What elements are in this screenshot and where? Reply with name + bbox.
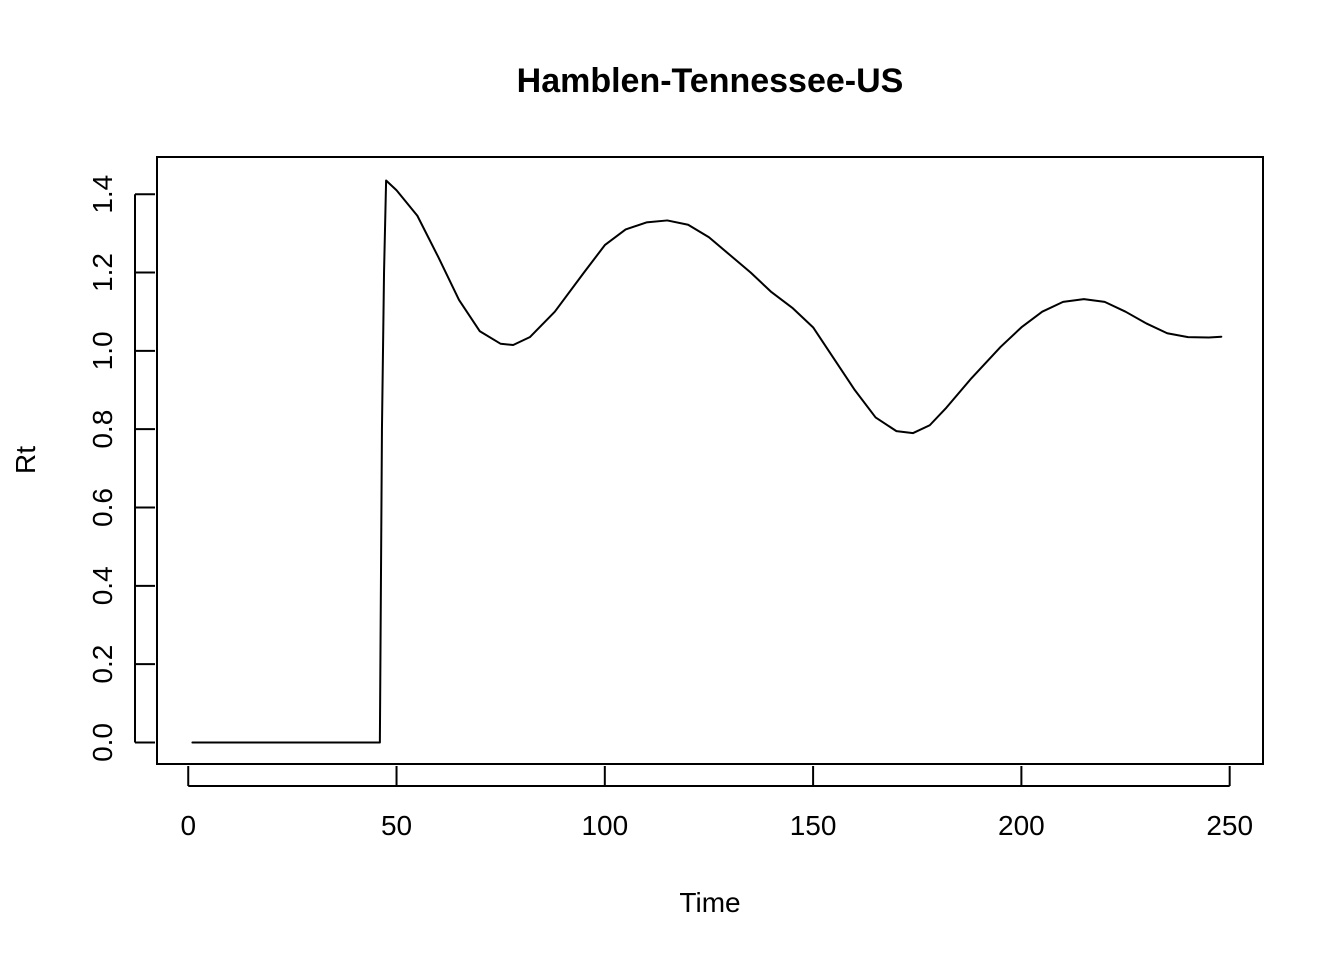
y-tick-label: 0.6	[87, 488, 118, 527]
series-line-0	[191, 179, 1223, 744]
x-tick-label: 0	[180, 810, 196, 841]
y-tick-label: 1.2	[87, 253, 118, 292]
y-axis: 0.0 0.2 0.4 0.6 0.8 1.0 1.2 1.4	[87, 175, 155, 762]
y-tick-label: 1.0	[87, 331, 118, 370]
x-tick-label: 250	[1206, 810, 1253, 841]
x-tick-label: 50	[381, 810, 412, 841]
y-tick-label: 0.8	[87, 410, 118, 449]
y-tick-label: 1.4	[87, 175, 118, 214]
x-axis-label: Time	[679, 887, 740, 918]
x-axis: 0 50 100 150 200 250	[180, 766, 1253, 841]
chart-title: Hamblen-Tennessee-US	[517, 62, 904, 100]
series-layer	[191, 179, 1223, 744]
x-tick-label: 100	[581, 810, 628, 841]
x-tick-label: 200	[998, 810, 1045, 841]
y-axis-label: Rt	[10, 446, 41, 474]
y-tick-label: 0.4	[87, 566, 118, 605]
y-tick-label: 0.0	[87, 723, 118, 762]
y-tick-label: 0.2	[87, 645, 118, 684]
plot-frame	[156, 156, 1264, 765]
x-tick-label: 150	[790, 810, 837, 841]
